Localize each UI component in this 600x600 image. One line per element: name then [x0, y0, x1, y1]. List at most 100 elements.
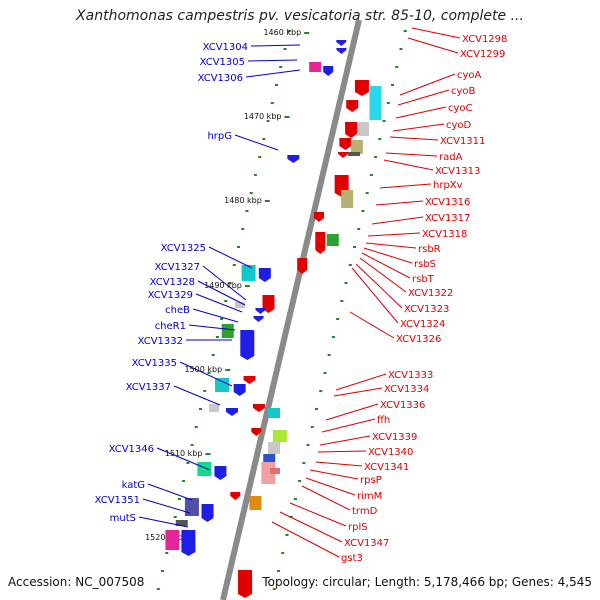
gene-arrow[interactable] [258, 268, 271, 282]
right-gene-label[interactable]: rpsP [360, 475, 382, 486]
gene-block[interactable] [369, 86, 382, 120]
gene-block[interactable] [269, 468, 280, 474]
gene-block[interactable] [309, 62, 322, 72]
right-gene-label[interactable]: XCV1313 [435, 166, 480, 177]
left-gene-label[interactable]: XCV1304 [203, 42, 248, 53]
gene-block[interactable] [208, 404, 219, 412]
left-gene-label[interactable]: XCV1329 [148, 290, 193, 301]
right-gene-label[interactable]: XCV1318 [422, 229, 467, 240]
left-gene-label[interactable]: cheR1 [155, 321, 186, 332]
gene-block[interactable] [197, 462, 212, 476]
gene-arrow[interactable] [238, 570, 253, 598]
left-gene-label[interactable]: XCV1305 [200, 57, 245, 68]
right-gene-label[interactable]: trmD [352, 506, 378, 517]
gene-block[interactable] [268, 442, 281, 454]
gene-arrow[interactable] [313, 212, 324, 222]
left-gene-label[interactable]: XCV1337 [126, 382, 171, 393]
right-gene-label[interactable]: rsbT [412, 274, 435, 285]
left-gene-label[interactable]: XCV1306 [198, 73, 243, 84]
gene-arrow[interactable] [262, 295, 275, 313]
gene-arrow[interactable] [253, 316, 264, 322]
gene-block[interactable] [215, 378, 230, 392]
right-gene-label[interactable]: XCV1347 [344, 538, 389, 549]
gene-arrow[interactable] [233, 384, 246, 396]
gene-arrow[interactable] [315, 232, 326, 254]
right-gene-label[interactable]: XCV1341 [364, 462, 409, 473]
right-gene-label[interactable]: rimM [357, 491, 382, 502]
left-gene-label[interactable]: katG [122, 480, 145, 491]
left-gene-label[interactable]: XCV1351 [95, 495, 140, 506]
right-gene-label[interactable]: XCV1334 [384, 384, 429, 395]
right-gene-label[interactable]: cyoA [457, 70, 482, 81]
right-gene-label[interactable]: XCV1298 [462, 34, 507, 45]
right-gene-label[interactable]: ffh [377, 415, 390, 426]
gene-arrow[interactable] [346, 100, 359, 112]
gene-arrow[interactable] [201, 504, 214, 522]
gene-arrow[interactable] [226, 408, 239, 416]
right-gene-label[interactable]: hrpXv [433, 180, 463, 191]
gene-arrow[interactable] [214, 466, 227, 480]
right-gene-label[interactable]: XCV1316 [425, 197, 470, 208]
right-gene-label[interactable]: XCV1323 [404, 304, 449, 315]
left-gene-label[interactable]: XCV1332 [138, 336, 183, 347]
gene-block[interactable] [357, 122, 370, 136]
left-gene-label[interactable]: XCV1328 [150, 277, 195, 288]
gene-block[interactable] [348, 152, 361, 156]
gene-block[interactable] [184, 498, 199, 516]
left-gene-label[interactable]: XCV1346 [109, 444, 154, 455]
left-gene-label[interactable]: mutS [110, 513, 136, 524]
gene-arrow[interactable] [339, 138, 352, 150]
gene-arrow[interactable] [336, 40, 347, 46]
right-gene-label[interactable]: XCV1340 [368, 447, 413, 458]
gene-arrow[interactable] [287, 155, 300, 163]
gene-block[interactable] [272, 430, 287, 442]
right-gene-label[interactable]: rplS [348, 522, 368, 533]
right-gene-label[interactable]: XCV1317 [425, 213, 470, 224]
gene-arrow[interactable] [323, 66, 334, 76]
left-gene-label[interactable]: XCV1335 [132, 358, 177, 369]
left-gene-label[interactable]: XCV1325 [161, 243, 206, 254]
right-gene-label[interactable]: rsbS [414, 259, 436, 270]
right-gene-label[interactable]: XCV1322 [408, 288, 453, 299]
gene-block[interactable] [241, 265, 256, 281]
left-gene-label[interactable]: XCV1327 [155, 262, 200, 273]
gene-block[interactable] [326, 234, 339, 246]
right-gene-label[interactable]: gst3 [341, 553, 363, 564]
right-gene-label[interactable]: radA [439, 152, 463, 163]
right-gene-label[interactable]: XCV1299 [460, 49, 505, 60]
gene-block[interactable] [165, 530, 180, 550]
right-gene-label[interactable]: rsbR [418, 244, 441, 255]
gene-arrow[interactable] [255, 308, 266, 314]
gene-block[interactable] [221, 324, 234, 338]
gene-arrow[interactable] [354, 80, 369, 96]
gene-arrow[interactable] [251, 428, 262, 436]
gene-arrow[interactable] [230, 492, 241, 500]
gene-arrow[interactable] [345, 122, 358, 138]
gene-block[interactable] [175, 520, 188, 526]
gene-block[interactable] [261, 462, 276, 484]
gene-block[interactable] [268, 408, 281, 418]
gene-arrow[interactable] [252, 404, 265, 412]
gene-leader-line [351, 267, 399, 324]
gene-arrow[interactable] [336, 48, 347, 54]
gene-block[interactable] [350, 140, 363, 154]
right-gene-label[interactable]: cyoB [451, 86, 476, 97]
gene-arrow[interactable] [338, 152, 349, 158]
right-gene-label[interactable]: XCV1333 [388, 370, 433, 381]
gene-arrow[interactable] [181, 530, 196, 556]
right-gene-label[interactable]: XCV1326 [396, 334, 441, 345]
right-gene-label[interactable]: XCV1336 [380, 400, 425, 411]
right-gene-label[interactable]: cyoD [446, 120, 472, 131]
gene-block[interactable] [234, 302, 245, 308]
left-gene-label[interactable]: hrpG [207, 131, 232, 142]
right-gene-label[interactable]: XCV1339 [372, 432, 417, 443]
right-gene-label[interactable]: XCV1324 [400, 319, 445, 330]
right-gene-label[interactable]: cyoC [448, 103, 473, 114]
left-gene-label[interactable]: cheB [165, 305, 190, 316]
gene-arrow[interactable] [240, 330, 255, 360]
gene-block[interactable] [249, 496, 262, 510]
gene-block[interactable] [341, 190, 354, 208]
gene-arrow[interactable] [243, 376, 256, 384]
gene-arrow[interactable] [297, 258, 308, 274]
right-gene-label[interactable]: XCV1311 [440, 136, 485, 147]
